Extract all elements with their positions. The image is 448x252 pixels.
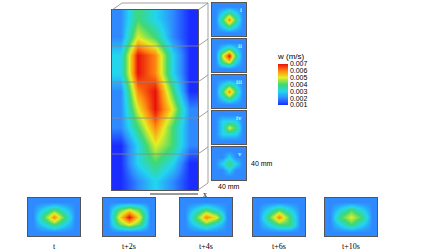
svg-text:0.005: 0.005 <box>290 74 308 81</box>
svg-text:0.003: 0.003 <box>290 88 308 95</box>
svg-text:x: x <box>203 190 207 199</box>
svg-text:v: v <box>238 150 242 158</box>
svg-text:t+2s: t+2s <box>122 242 136 251</box>
svg-text:0.001: 0.001 <box>290 101 308 108</box>
svg-text:w (m/s): w (m/s) <box>277 52 305 61</box>
svg-text:iii: iii <box>236 78 242 86</box>
svg-text:0.006: 0.006 <box>290 67 308 74</box>
svg-text:t+10s: t+10s <box>342 242 360 251</box>
svg-text:t+4s: t+4s <box>199 242 213 251</box>
svg-text:i: i <box>240 6 242 14</box>
svg-text:ii: ii <box>238 42 242 50</box>
svg-text:0.004: 0.004 <box>290 81 308 88</box>
svg-text:0.007: 0.007 <box>290 60 308 67</box>
svg-text:40 mm: 40 mm <box>218 183 240 190</box>
svg-text:40 mm: 40 mm <box>251 160 273 167</box>
svg-text:t+6s: t+6s <box>272 242 286 251</box>
svg-text:iv: iv <box>236 114 242 122</box>
svg-text:t: t <box>53 242 56 251</box>
svg-text:0.002: 0.002 <box>290 95 308 102</box>
